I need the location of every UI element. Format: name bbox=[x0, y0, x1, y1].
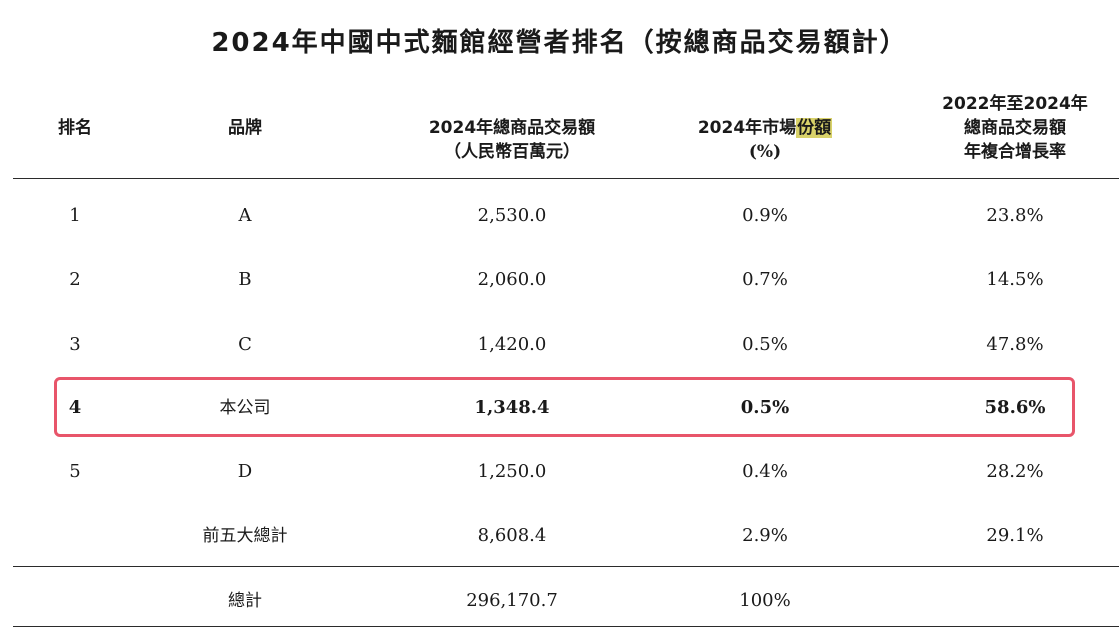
total-gmv: 296,170.7 bbox=[466, 590, 558, 611]
header-gmv-line2: （人民幣百萬元） bbox=[444, 142, 580, 162]
row-4-cagr: 58.6% bbox=[984, 397, 1046, 418]
row-1-gmv: 2,530.0 bbox=[477, 205, 547, 226]
header-cagr: 2022年至2024年 總商品交易額 年複合增長率 bbox=[910, 92, 1119, 164]
row-4-gmv: 1,348.4 bbox=[474, 397, 550, 418]
row-2-share: 0.7% bbox=[742, 269, 788, 290]
total-rule bbox=[13, 566, 1119, 567]
total-label: 總計 bbox=[228, 591, 262, 611]
highlight-box bbox=[54, 377, 1075, 437]
row-3-gmv: 1,420.0 bbox=[477, 334, 547, 355]
row-5-brand: D bbox=[237, 461, 253, 482]
row-3-cagr: 47.8% bbox=[986, 334, 1044, 355]
header-cagr-line3: 年複合增長率 bbox=[964, 142, 1066, 162]
row-5-share: 0.4% bbox=[742, 461, 788, 482]
header-rule bbox=[13, 178, 1119, 179]
row-top5-cagr: 29.1% bbox=[986, 525, 1044, 546]
row-2-cagr: 14.5% bbox=[986, 269, 1044, 290]
row-top5-share: 2.9% bbox=[742, 525, 788, 546]
row-1-brand: A bbox=[238, 205, 252, 226]
header-gmv: 2024年總商品交易額 （人民幣百萬元） bbox=[392, 116, 632, 164]
total-share: 100% bbox=[739, 590, 791, 611]
row-4-brand: 本公司 bbox=[219, 398, 271, 418]
row-5-rank: 5 bbox=[69, 461, 81, 482]
row-1-rank: 1 bbox=[69, 205, 81, 226]
row-5-cagr: 28.2% bbox=[986, 461, 1044, 482]
row-4-rank: 4 bbox=[68, 397, 82, 418]
header-share: 2024年市場份額 (%) bbox=[660, 116, 870, 164]
header-brand: 品牌 bbox=[228, 118, 262, 138]
row-3-share: 0.5% bbox=[742, 334, 788, 355]
row-4-share: 0.5% bbox=[740, 397, 790, 418]
row-3-rank: 3 bbox=[69, 334, 81, 355]
header-gmv-line1: 2024年總商品交易額 bbox=[428, 118, 596, 138]
row-2-gmv: 2,060.0 bbox=[477, 269, 547, 290]
page-title: 2024年中國中式麵館經營者排名（按總商品交易額計） bbox=[211, 28, 908, 58]
header-cagr-line1: 2022年至2024年 bbox=[942, 94, 1088, 114]
row-5-gmv: 1,250.0 bbox=[477, 461, 547, 482]
header-share-prefix: 2024年市場 bbox=[697, 118, 797, 138]
row-2-brand: B bbox=[238, 269, 252, 290]
header-cagr-line2: 總商品交易額 bbox=[964, 118, 1066, 138]
header-share-line2: (%) bbox=[748, 142, 782, 162]
bottom-rule bbox=[13, 626, 1119, 627]
header-share-line1: 2024年市場份額 bbox=[660, 116, 870, 140]
row-2-rank: 2 bbox=[69, 269, 81, 290]
row-top5-brand: 前五大總計 bbox=[202, 526, 288, 546]
row-3-brand: C bbox=[238, 334, 252, 355]
row-1-cagr: 23.8% bbox=[986, 205, 1044, 226]
row-1-share: 0.9% bbox=[742, 205, 788, 226]
row-top5-gmv: 8,608.4 bbox=[477, 525, 547, 546]
header-rank: 排名 bbox=[58, 118, 92, 138]
header-share-highlight: 份額 bbox=[796, 118, 833, 138]
